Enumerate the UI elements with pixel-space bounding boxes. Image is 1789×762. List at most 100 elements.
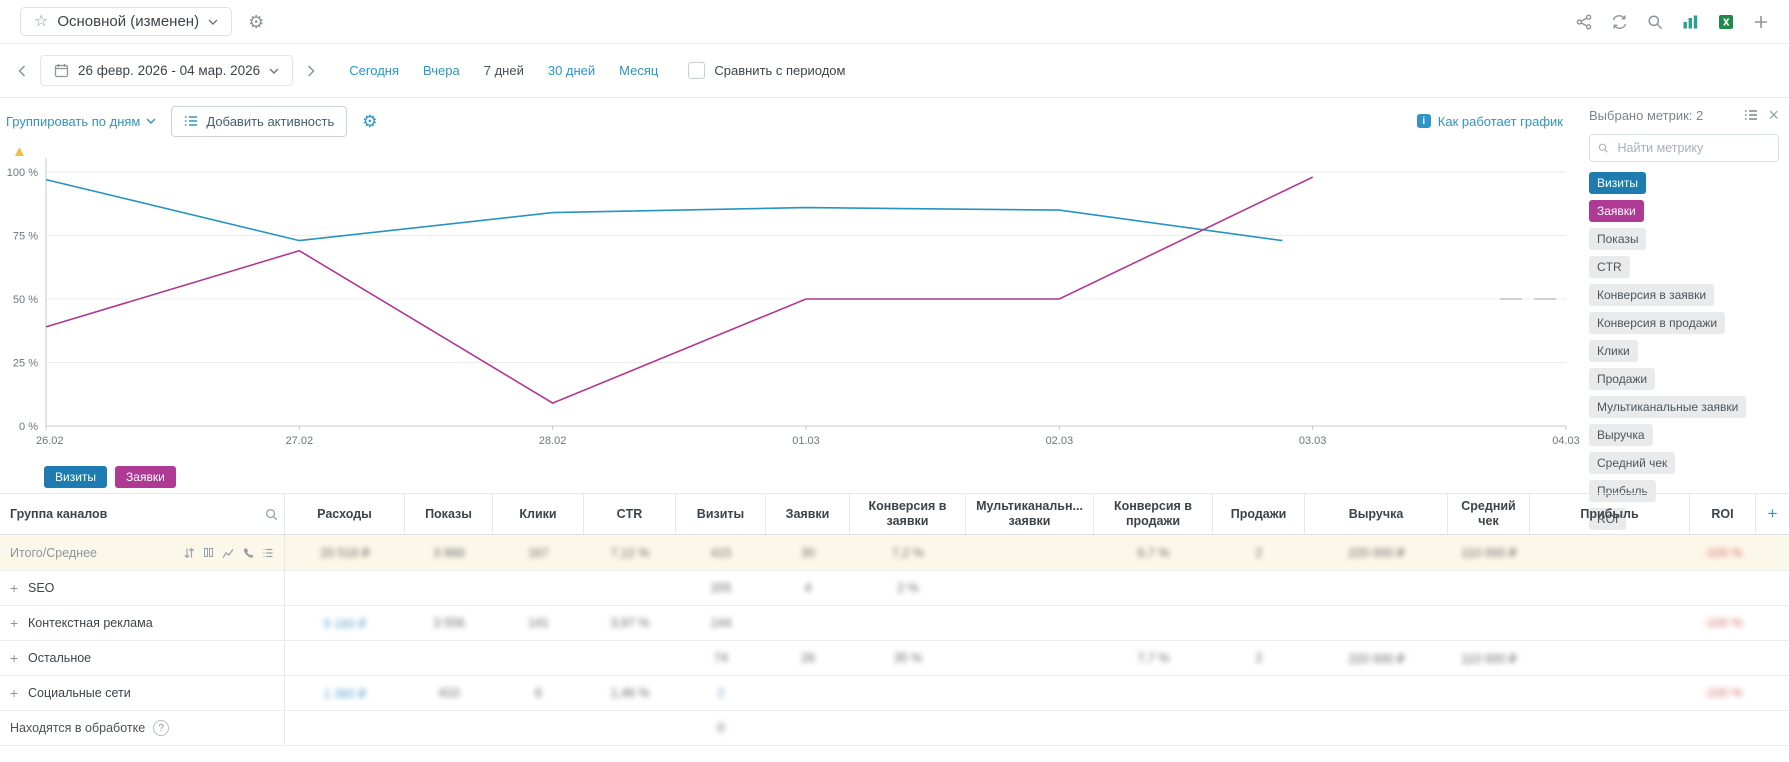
cell [493, 571, 584, 605]
compare-checkbox[interactable] [688, 62, 705, 79]
add-icon[interactable] [1753, 14, 1769, 30]
compare-period: Сравнить с периодом [688, 62, 845, 79]
cell-value: 74 [714, 651, 728, 665]
column-header: Средний чек [1448, 494, 1530, 534]
column-header: Мультиканальн... заявки [966, 494, 1094, 534]
metric-chip[interactable]: Конверсия в продажи [1589, 312, 1725, 334]
row-label-cell[interactable]: + SEO [0, 571, 285, 605]
next-period-button[interactable] [301, 59, 321, 83]
share-icon[interactable] [1576, 14, 1592, 30]
metric-chip[interactable]: CTR [1589, 256, 1630, 278]
how-it-works-link[interactable]: i Как работает график [1417, 114, 1563, 129]
metric-sets-icon[interactable] [1744, 109, 1758, 121]
cell: 6 [493, 676, 584, 710]
chart-settings-gear-icon[interactable]: ⚙ [362, 113, 377, 130]
cell-value: 26 [801, 651, 815, 665]
cell-value: 35 % [894, 651, 923, 665]
info-icon: i [1417, 114, 1431, 128]
metric-search-input[interactable] [1616, 140, 1771, 156]
quick-range[interactable]: 7 дней [484, 63, 524, 78]
cell [584, 571, 676, 605]
sort-icon[interactable] [183, 547, 195, 559]
close-metrics-icon[interactable]: × [1768, 106, 1779, 124]
legend-item[interactable]: Визиты [44, 466, 107, 488]
metric-chip[interactable]: Мультиканальные заявки [1589, 396, 1746, 418]
chevron-down-icon [269, 68, 279, 74]
svg-text:01.03: 01.03 [792, 435, 820, 447]
chart-icon[interactable] [1682, 14, 1699, 30]
expand-icon[interactable]: + [10, 581, 20, 595]
legend-item[interactable]: Заявки [115, 466, 176, 488]
report-title: Основной (изменен) [57, 13, 199, 30]
metric-chip[interactable]: Показы [1589, 228, 1646, 250]
add-column-button[interactable]: + [1756, 494, 1789, 534]
cell [1756, 711, 1789, 745]
cell: 220 000 ₽ [1305, 535, 1448, 570]
quick-range[interactable]: Сегодня [349, 63, 399, 78]
total-row-icons [183, 547, 284, 559]
star-icon[interactable]: ☆ [34, 14, 48, 30]
group-by-dropdown[interactable]: Группировать по дням [6, 114, 156, 129]
cell-value: 4 [805, 581, 812, 595]
cell [1756, 641, 1789, 675]
metric-chip[interactable]: Конверсия в заявки [1589, 284, 1714, 306]
expand-icon[interactable]: + [10, 616, 20, 630]
column-header: Визиты [676, 494, 766, 534]
row-label-cell[interactable]: Итого/Среднее [0, 535, 285, 570]
expand-icon[interactable]: + [10, 686, 20, 700]
search-icon[interactable] [1647, 14, 1663, 30]
cell [766, 676, 850, 710]
quick-range[interactable]: Месяц [619, 63, 658, 78]
cell [1094, 676, 1213, 710]
report-selector[interactable]: ☆ Основной (изменен) [20, 7, 232, 36]
cell-value: 9 160 ₽ [324, 616, 367, 631]
metric-chip[interactable]: Продажи [1589, 368, 1655, 390]
svg-text:03.03: 03.03 [1299, 435, 1327, 447]
chart-icon[interactable] [222, 547, 234, 559]
expand-icon[interactable]: + [10, 651, 20, 665]
compare-label: Сравнить с периодом [714, 63, 845, 78]
sync-icon[interactable] [1611, 14, 1628, 30]
row-label-cell[interactable]: +Социальные сети [0, 676, 285, 710]
date-range-selector[interactable]: 26 февр. 2026 - 04 мар. 2026 [40, 55, 293, 86]
cell [1305, 571, 1448, 605]
row-label-cell[interactable]: Находятся в обработке? [0, 711, 285, 745]
cell [850, 711, 966, 745]
metric-chip[interactable]: Заявки [1589, 200, 1644, 222]
excel-export-icon[interactable] [1718, 14, 1734, 30]
quick-range[interactable]: 30 дней [548, 63, 595, 78]
cell: -100 % [1690, 606, 1756, 640]
cell [1530, 676, 1690, 710]
quick-range[interactable]: Вчера [423, 63, 460, 78]
columns-icon[interactable] [203, 547, 214, 558]
help-icon[interactable]: ? [153, 720, 169, 736]
cell [966, 535, 1094, 570]
column-header-channel-group: Группа каналов [0, 494, 285, 534]
cell [1690, 571, 1756, 605]
cell [493, 641, 584, 675]
chevron-down-icon [208, 19, 218, 25]
phone-icon[interactable] [242, 547, 254, 559]
metric-chip[interactable]: Визиты [1589, 172, 1646, 194]
row-label-cell[interactable]: +Контекстная реклама [0, 606, 285, 640]
cell [1094, 606, 1213, 640]
metric-chip[interactable]: Клики [1589, 340, 1638, 362]
search-icon[interactable] [265, 508, 278, 521]
cell: 110 000 ₽ [1448, 535, 1530, 570]
cell: 410 [405, 676, 493, 710]
row-label: SEO [28, 581, 54, 595]
metric-chip[interactable]: Выручка [1589, 424, 1653, 446]
cell [285, 711, 405, 745]
group-by-label: Группировать по дням [6, 114, 140, 129]
column-header-label: Группа каналов [10, 507, 107, 522]
cell-value: 6,7 % [1138, 546, 1170, 560]
row-label-cell[interactable]: +Остальное [0, 641, 285, 675]
metric-chip[interactable]: Средний чек [1589, 452, 1675, 474]
svg-text:26.02: 26.02 [36, 435, 64, 447]
add-activity-button[interactable]: Добавить активность [171, 106, 347, 137]
settings-gear-icon[interactable]: ⚙ [248, 13, 264, 31]
table-row: +SEO20542 % [0, 571, 1789, 606]
chart-toolbar: Группировать по дням Добавить активность… [6, 104, 1563, 138]
prev-period-button[interactable] [12, 59, 32, 83]
list-icon[interactable] [262, 547, 274, 559]
